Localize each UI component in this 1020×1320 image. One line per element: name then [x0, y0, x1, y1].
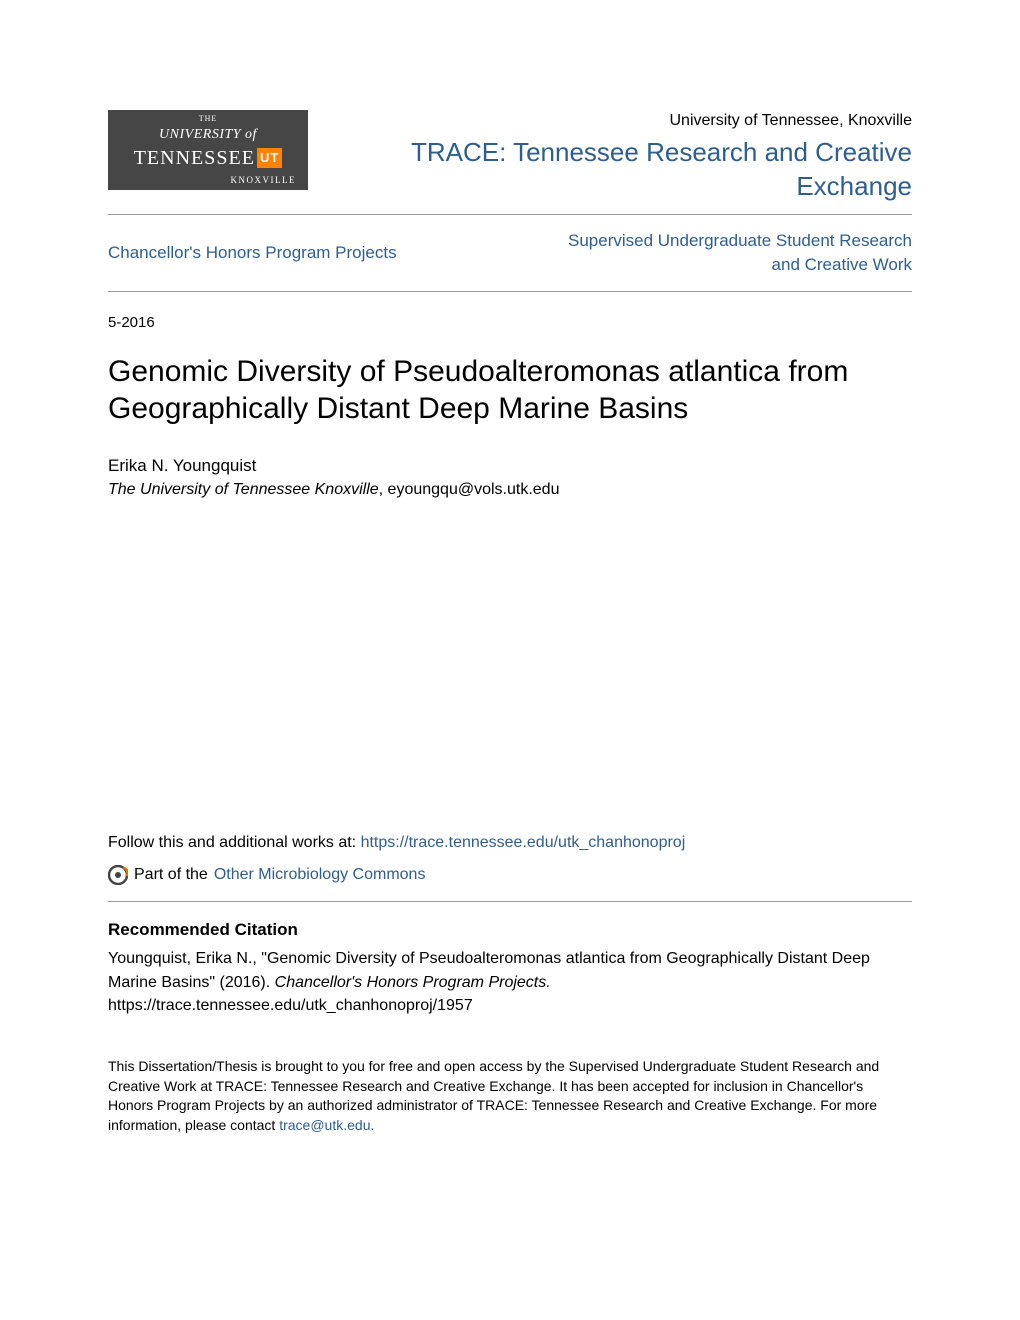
- partof-prefix: Part of the: [134, 864, 208, 886]
- citation-series: Chancellor's Honors Program Projects.: [275, 974, 551, 991]
- university-name: University of Tennessee, Knoxville: [328, 110, 912, 132]
- disclaimer-period: .: [370, 1117, 374, 1133]
- trace-title-link[interactable]: TRACE: Tennessee Research and Creative E…: [328, 136, 912, 204]
- author-affiliation: The University of Tennessee Knoxville, e…: [108, 479, 912, 501]
- affiliation-institution: The University of Tennessee Knoxville: [108, 481, 379, 498]
- divider-nav: [108, 291, 912, 292]
- document-title: Genomic Diversity of Pseudoalteromonas a…: [108, 353, 912, 428]
- follow-section: Follow this and additional works at: htt…: [108, 832, 912, 1136]
- disclaimer-body: This Dissertation/Thesis is brought to y…: [108, 1058, 879, 1133]
- part-of-line: Part of the Other Microbiology Commons: [108, 864, 912, 886]
- header-row: THE UNIVERSITY of TENNESSEE UT KNOXVILLE…: [108, 110, 912, 204]
- logo-the-text: THE: [199, 113, 218, 124]
- network-icon: [108, 865, 128, 885]
- author-name: Erika N. Youngquist: [108, 454, 912, 478]
- divider-citation: [108, 901, 912, 902]
- citation-text: Youngquist, Erika N., "Genomic Diversity…: [108, 947, 912, 1017]
- header-text-block: University of Tennessee, Knoxville TRACE…: [328, 110, 912, 204]
- logo-knoxville-text: KNOXVILLE: [231, 174, 297, 187]
- partof-commons-link[interactable]: Other Microbiology Commons: [214, 864, 426, 886]
- logo-tennessee-word: TENNESSEE: [134, 144, 255, 172]
- follow-works-line: Follow this and additional works at: htt…: [108, 832, 912, 854]
- divider-top: [108, 214, 912, 215]
- affiliation-email: , eyoungqu@vols.utk.edu: [379, 481, 560, 498]
- logo-ut-badge: UT: [257, 148, 282, 168]
- citation-url: https://trace.tennessee.edu/utk_chanhono…: [108, 997, 473, 1014]
- nav-parent-link[interactable]: Supervised Undergraduate Student Researc…: [552, 229, 912, 277]
- logo-tennessee-text: TENNESSEE UT: [134, 144, 283, 172]
- follow-works-link[interactable]: https://trace.tennessee.edu/utk_chanhono…: [361, 834, 686, 851]
- disclaimer-text: This Dissertation/Thesis is brought to y…: [108, 1057, 912, 1135]
- contact-email-link[interactable]: trace@utk.edu: [279, 1117, 370, 1133]
- nav-collection-link[interactable]: Chancellor's Honors Program Projects: [108, 241, 397, 265]
- ut-logo: THE UNIVERSITY of TENNESSEE UT KNOXVILLE: [108, 110, 308, 190]
- breadcrumb-nav: Chancellor's Honors Program Projects Sup…: [108, 221, 912, 285]
- recommended-citation-heading: Recommended Citation: [108, 918, 912, 942]
- publication-date: 5-2016: [108, 312, 912, 333]
- follow-prefix: Follow this and additional works at:: [108, 834, 361, 851]
- logo-university-text: UNIVERSITY of: [159, 125, 257, 145]
